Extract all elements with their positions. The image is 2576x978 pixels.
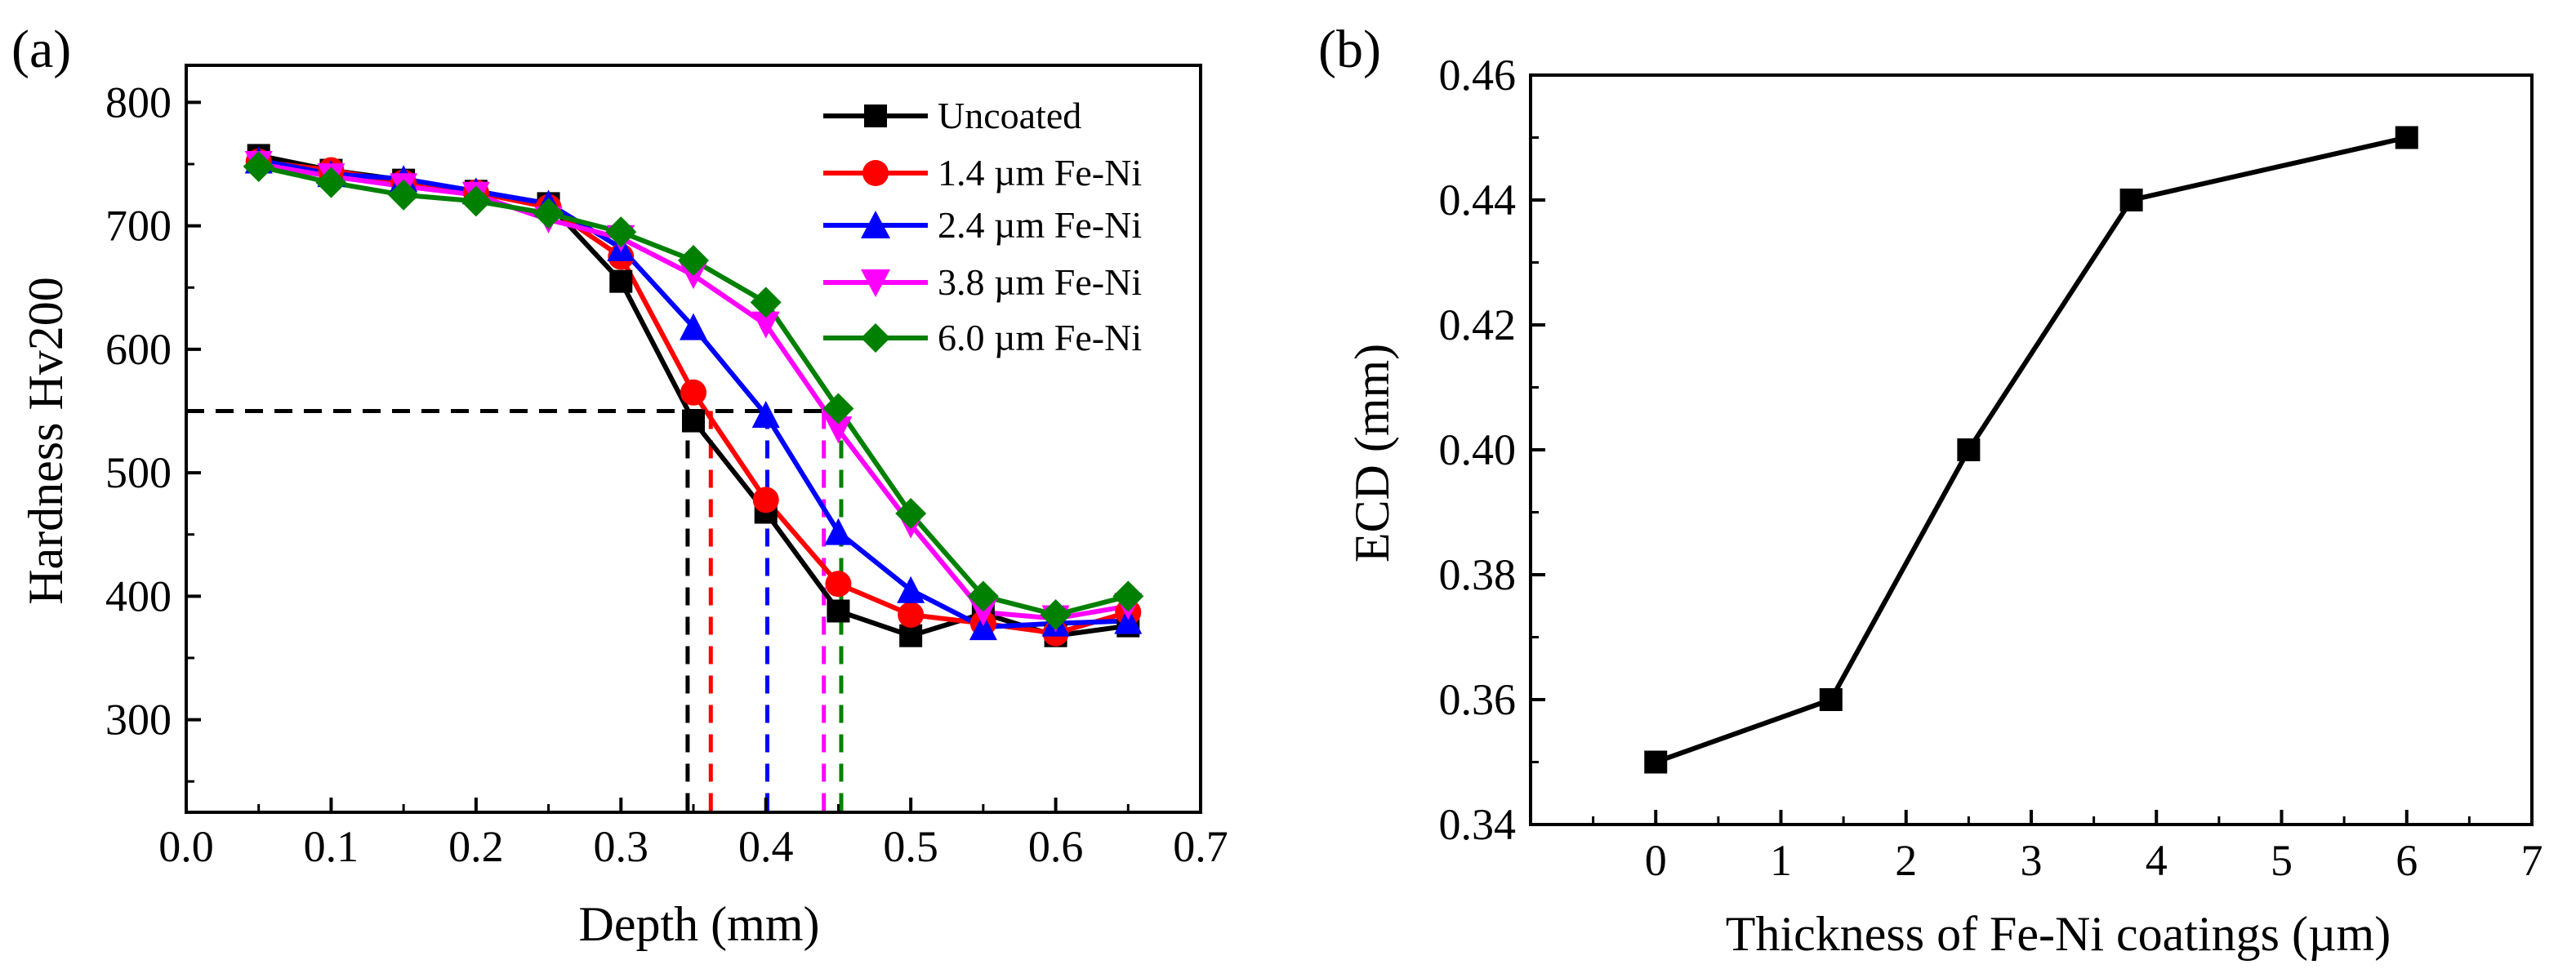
- y-tick-label-a: 700: [105, 202, 172, 251]
- x-tick-label-b: 0: [1645, 836, 1667, 885]
- y-axis-ticks-b: 0.34 0.36 0.38 0.40 0.42 0.44 0.46: [1439, 51, 1545, 849]
- x-axis-ticks-a: 0.0 0.1 0.2 0.3 0.4 0.5 0.6 0.7: [158, 798, 1228, 871]
- x-tick-label-a: 0.1: [304, 822, 359, 871]
- data-point-s4-2: [388, 179, 420, 211]
- plot-area-b: [1529, 73, 2534, 826]
- x-axis-title-a: Depth (mm): [579, 897, 820, 951]
- y-tick-label-a: 500: [105, 448, 172, 497]
- legend-entry-6-0um: 6.0 µm Fe-Ni: [823, 317, 1142, 358]
- y-tick-label-b: 0.36: [1439, 675, 1517, 724]
- data-point-s4-3: [460, 185, 492, 217]
- y-tick-label-a: 400: [105, 571, 172, 620]
- legend-label-1-4um: 1.4 µm Fe-Ni: [938, 152, 1142, 193]
- plot-area-a: [185, 64, 1202, 814]
- y-tick-label-a: 800: [105, 78, 172, 127]
- data-point-s2-10: [969, 613, 997, 641]
- x-tick-label-b: 4: [2146, 836, 2168, 885]
- legend-entry-3-8um: 3.8 µm Fe-Ni: [823, 261, 1142, 303]
- legend-marker-2-4um: [861, 211, 890, 238]
- y-axis-title-b: ECD (mm): [1345, 344, 1399, 562]
- legend-label-2-4um: 2.4 µm Fe-Ni: [938, 204, 1142, 246]
- data-point-s1-6: [680, 379, 706, 406]
- legend-entry-1-4um: 1.4 µm Fe-Ni: [823, 152, 1142, 193]
- x-tick-label-a: 0.7: [1173, 822, 1228, 871]
- legend-label-3-8um: 3.8 µm Fe-Ni: [938, 261, 1142, 303]
- x-tick-label-a: 0.5: [883, 822, 938, 871]
- panel-label-a: (a): [11, 20, 71, 79]
- ecd-data-point-1: [1819, 688, 1843, 711]
- data-point-s4-12: [1112, 580, 1144, 612]
- x-tick-label-b: 6: [2396, 836, 2418, 885]
- x-tick-label-a: 0.2: [448, 822, 504, 871]
- data-point-s4-0: [243, 151, 274, 183]
- y-tick-label-b: 0.34: [1439, 800, 1517, 849]
- data-point-s2-6: [680, 313, 707, 340]
- legend-marker-uncoated: [864, 104, 887, 127]
- panel-label-b: (b): [1318, 20, 1381, 79]
- y-axis-ticks-a: 300 400 500 600 700 800: [105, 78, 201, 783]
- ecd-data-point-2: [1957, 438, 1981, 461]
- ecd-data-point-3: [2119, 189, 2143, 211]
- data-point-s4-11: [1040, 599, 1072, 631]
- panel-b-ecd-chart: (b) 0 1 2 3 4 5 6 7 0.34 0.36 0.38 0.40 0.42 0.44 0.4…: [1318, 20, 2543, 961]
- legend-marker-1-4um: [862, 160, 889, 186]
- ecd-data-point-0: [1644, 750, 1668, 774]
- data-point-s1-7: [752, 487, 779, 513]
- y-tick-label-b: 0.38: [1439, 550, 1517, 599]
- y-tick-label-a: 300: [105, 696, 172, 745]
- y-tick-label-a: 600: [105, 325, 172, 374]
- data-point-s0-6: [682, 409, 705, 433]
- data-point-s4-8: [822, 393, 854, 425]
- data-point-s1-8: [825, 571, 852, 598]
- data-point-s3-10: [969, 598, 997, 626]
- ecd-data-point-4: [2395, 126, 2418, 149]
- x-tick-label-a: 0.6: [1028, 822, 1084, 871]
- legend-marker-6-0um: [861, 323, 890, 353]
- panel-a-hardness-chart: (a) 0.0 0.1 0.2 0.3 0.4 0.5 0.6 0.7 300 400 500 60…: [11, 20, 1228, 951]
- legend-label-uncoated: Uncoated: [938, 95, 1081, 136]
- data-point-s0-8: [827, 599, 850, 623]
- x-tick-label-b: 3: [2021, 836, 2043, 885]
- plot-frame-b: [1529, 73, 2534, 826]
- data-point-s3-7: [751, 311, 780, 339]
- x-tick-label-b: 2: [1895, 836, 1917, 885]
- data-point-s0-5: [609, 269, 633, 293]
- y-axis-title-a: Hardness Hv200: [19, 277, 73, 605]
- x-tick-label-b: 5: [2271, 836, 2293, 885]
- legend-label-6-0um: 6.0 µm Fe-Ni: [938, 317, 1142, 358]
- ecd-series-line: [1655, 135, 2408, 765]
- data-point-s4-4: [533, 198, 564, 229]
- data-point-s2-12: [1114, 607, 1143, 634]
- data-point-s4-1: [315, 167, 347, 198]
- x-tick-label-a: 0.4: [738, 822, 794, 871]
- x-tick-label-b: 7: [2521, 836, 2543, 885]
- data-point-s3-8: [824, 416, 853, 444]
- data-point-s4-5: [605, 216, 637, 248]
- x-tick-label-b: 1: [1770, 836, 1792, 885]
- data-point-s1-9: [898, 602, 925, 629]
- legend-entry-uncoated: Uncoated: [823, 95, 1081, 136]
- x-axis-ticks-b: 0 1 2 3 4 5 6 7: [1592, 810, 2543, 885]
- data-point-s4-7: [750, 287, 782, 318]
- y-tick-label-b: 0.44: [1439, 176, 1517, 224]
- data-point-s2-8: [824, 518, 853, 545]
- y-tick-label-b: 0.42: [1439, 300, 1517, 349]
- legend-entry-2-4um: 2.4 µm Fe-Ni: [823, 204, 1142, 246]
- legend-a: Uncoated 1.4 µm Fe-Ni 2.4 µm Fe-Ni 3.8 µ…: [823, 95, 1142, 358]
- x-tick-label-a: 0.3: [594, 822, 649, 871]
- y-tick-label-b: 0.40: [1439, 425, 1517, 474]
- data-point-s4-9: [895, 498, 927, 529]
- data-point-s2-9: [897, 576, 925, 603]
- x-axis-title-b: Thickness of Fe-Ni coatings (µm): [1726, 907, 2391, 961]
- x-tick-label-a: 0.0: [158, 822, 214, 871]
- data-point-s2-7: [751, 401, 780, 429]
- y-tick-label-b: 0.46: [1439, 51, 1517, 100]
- data-point-s0-9: [899, 624, 923, 647]
- data-point-s4-6: [678, 244, 709, 276]
- legend-marker-3-8um: [861, 269, 890, 297]
- data-point-s4-10: [967, 580, 999, 612]
